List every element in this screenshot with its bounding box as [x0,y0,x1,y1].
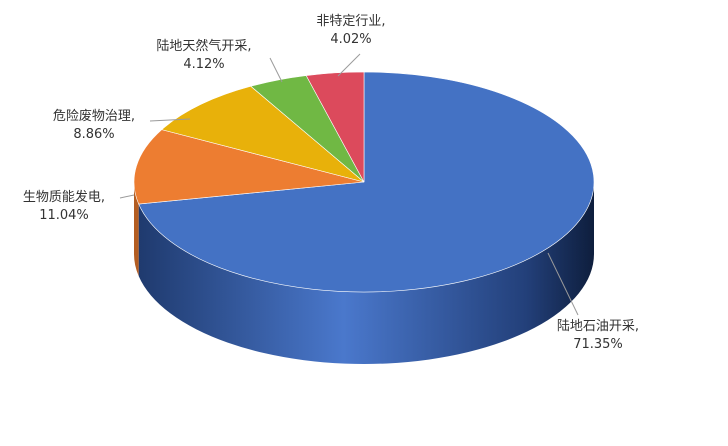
data-labels: 陆地石油开采, 71.35% 生物质能发电, 11.04% 危险废物治理, 8.86% 陆地… [23,14,639,352]
slice-value-1: 11.04% [39,208,89,223]
slice-value-2: 8.86% [73,127,114,142]
pie-top-layer [133,71,595,293]
slice-label-4: 非特定行业, [316,14,385,29]
slice-label-2: 危险废物治理, [53,108,135,124]
leader-lines [119,53,579,316]
pie-slice-2 [161,85,365,183]
slice-value-0: 71.35% [573,337,623,352]
leader-line-1 [119,194,135,199]
slice-label-3: 陆地天然气开采, [156,38,251,54]
pie-slice-1 [133,129,365,205]
pie-slice-0 [138,71,595,293]
pie-side-1 [134,182,139,277]
leader-line-0 [547,252,579,316]
pie-side-0 [138,182,594,364]
leader-line-4 [337,53,361,77]
slice-value-3: 4.12% [183,57,224,72]
slice-label-0: 陆地石油开采, [557,318,639,334]
pie-side-layer [134,182,594,364]
slice-value-4: 4.02% [330,32,371,47]
slice-label-1: 生物质能发电, [23,189,105,205]
leader-line-3 [269,57,283,83]
pie-slice-4 [305,71,365,183]
leader-line-2 [149,118,191,122]
